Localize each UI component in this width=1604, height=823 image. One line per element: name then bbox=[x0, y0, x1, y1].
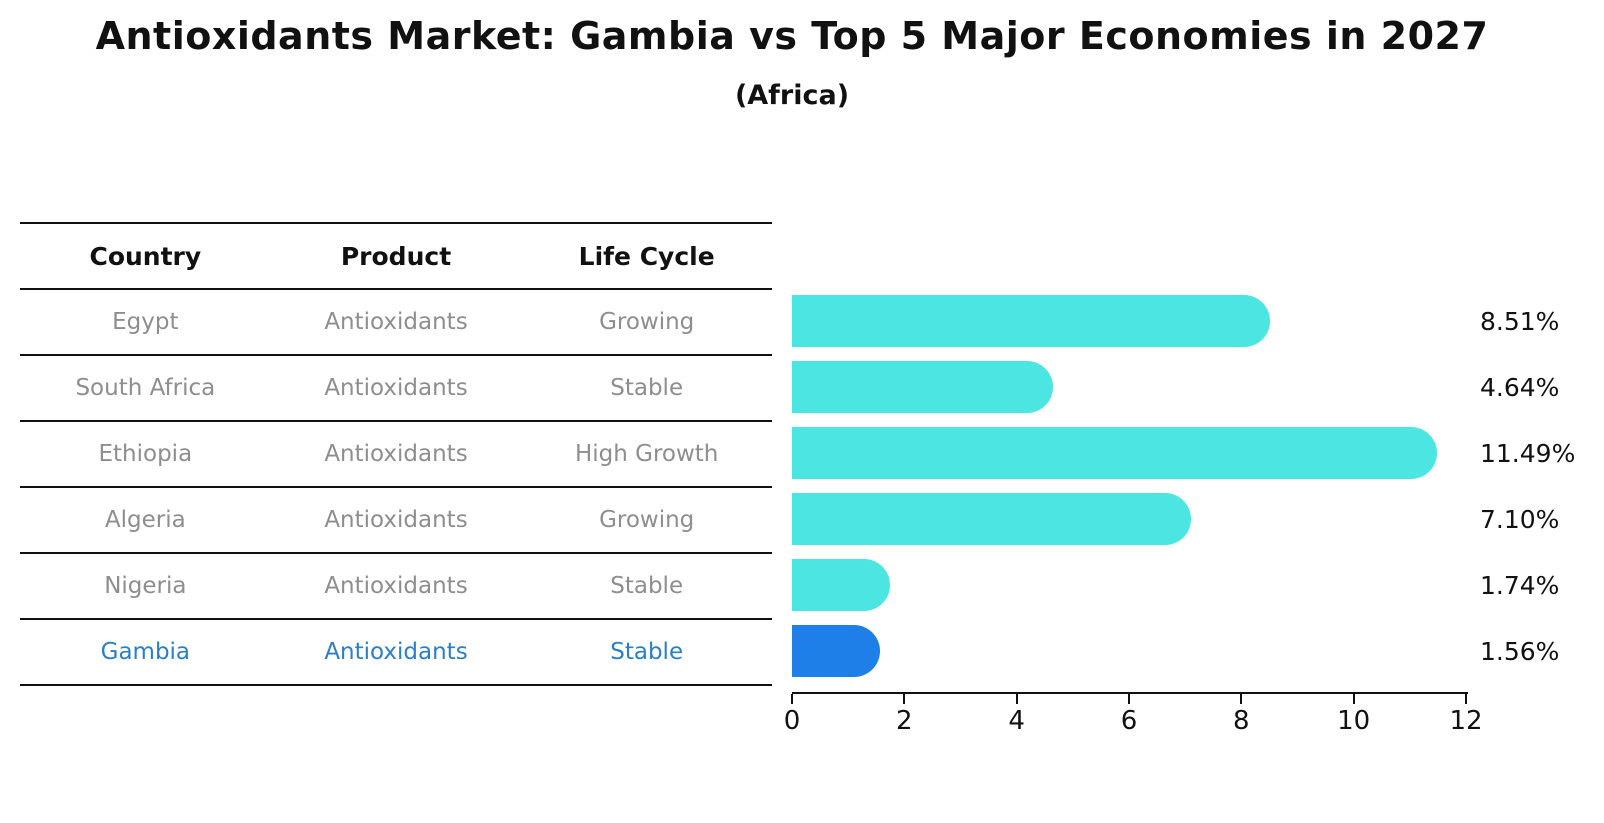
column-header-country: Country bbox=[89, 241, 202, 271]
column-header-product: Product bbox=[340, 241, 452, 271]
product-cell: Antioxidants bbox=[324, 375, 468, 401]
product-cell: Antioxidants bbox=[324, 639, 468, 665]
table-header-row: Country Product Life Cycle bbox=[20, 222, 772, 288]
x-tick bbox=[1352, 694, 1355, 704]
table-row-ethiopia: Ethiopia Antioxidants High Growth bbox=[20, 420, 772, 486]
country-cell: Egypt bbox=[112, 309, 179, 335]
x-tick bbox=[1465, 694, 1467, 704]
chart-subtitle: (Africa) bbox=[734, 80, 850, 111]
country-cell: Algeria bbox=[104, 507, 186, 533]
bar-nigeria bbox=[792, 559, 890, 611]
x-tick-label: 2 bbox=[896, 706, 913, 736]
country-cell: Ethiopia bbox=[98, 441, 193, 467]
table-row-nigeria: Nigeria Antioxidants Stable bbox=[20, 552, 772, 618]
bar-gambia bbox=[792, 625, 880, 677]
value-label-egypt: 8.51% bbox=[1480, 307, 1560, 336]
product-cell: Antioxidants bbox=[324, 507, 468, 533]
x-tick-label: 8 bbox=[1233, 706, 1250, 736]
x-tick bbox=[791, 694, 793, 704]
comparison-table: Country Product Life Cycle Egypt Antioxi… bbox=[20, 222, 772, 686]
table-row-south-africa: South Africa Antioxidants Stable bbox=[20, 354, 772, 420]
x-tick-label: 6 bbox=[1120, 706, 1138, 736]
product-cell: Antioxidants bbox=[324, 441, 468, 467]
table-row-algeria: Algeria Antioxidants Growing bbox=[20, 486, 772, 552]
value-label-algeria: 7.10% bbox=[1480, 505, 1560, 534]
product-cell: Antioxidants bbox=[324, 309, 468, 335]
life-cycle-cell: Stable bbox=[610, 375, 684, 401]
bar-algeria bbox=[792, 493, 1191, 545]
life-cycle-cell: Growing bbox=[599, 309, 695, 335]
x-tick bbox=[1015, 694, 1018, 704]
bar-egypt bbox=[792, 295, 1270, 347]
life-cycle-cell: High Growth bbox=[574, 441, 719, 467]
bar-plot-area bbox=[792, 222, 1466, 684]
x-tick-label: 12 bbox=[1449, 706, 1483, 736]
bar-ethiopia bbox=[792, 427, 1438, 479]
country-cell: Gambia bbox=[100, 639, 191, 665]
x-tick bbox=[1240, 694, 1243, 704]
x-axis-line bbox=[792, 692, 1468, 694]
x-tick-label: 10 bbox=[1337, 706, 1371, 736]
life-cycle-cell: Stable bbox=[610, 639, 684, 665]
x-tick bbox=[903, 694, 906, 704]
country-cell: Nigeria bbox=[104, 573, 187, 599]
x-tick bbox=[1128, 694, 1130, 704]
table-row-gambia: Gambia Antioxidants Stable bbox=[20, 618, 772, 684]
value-label-gambia: 1.56% bbox=[1480, 637, 1560, 666]
chart-title: Antioxidants Market: Gambia vs Top 5 Maj… bbox=[95, 14, 1489, 58]
value-label-nigeria: 1.74% bbox=[1480, 571, 1560, 600]
product-cell: Antioxidants bbox=[324, 573, 468, 599]
value-label-ethiopia: 11.49% bbox=[1480, 439, 1576, 468]
value-label-south-africa: 4.64% bbox=[1480, 373, 1560, 402]
x-tick-label: 4 bbox=[1008, 706, 1025, 736]
x-axis: 0 2 4 6 8 10 12 bbox=[784, 692, 1483, 742]
x-tick-label: 0 bbox=[783, 706, 801, 736]
country-cell: South Africa bbox=[75, 375, 216, 401]
bar-south-africa bbox=[792, 361, 1053, 413]
column-header-life-cycle: Life Cycle bbox=[578, 241, 715, 271]
life-cycle-cell: Stable bbox=[610, 573, 684, 599]
table-row-egypt: Egypt Antioxidants Growing bbox=[20, 288, 772, 354]
life-cycle-cell: Growing bbox=[599, 507, 695, 533]
